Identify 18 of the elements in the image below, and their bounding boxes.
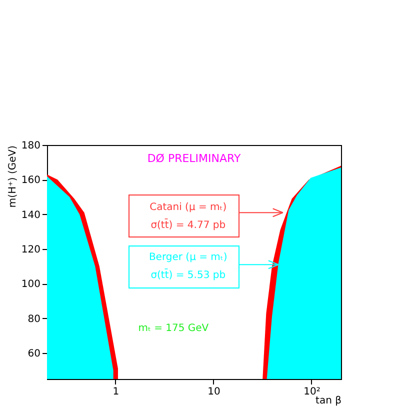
- y-tick-label: 100: [21, 279, 40, 290]
- annotation: mₜ = 175 GeV: [138, 323, 209, 334]
- annotation: DØ PRELIMINARY: [147, 152, 241, 165]
- y-tick-label: 80: [28, 314, 40, 325]
- x-tick-label: 10: [208, 386, 220, 398]
- annotation: σ(tt̄) = 4.77 pb: [150, 218, 226, 231]
- x-tick-label: 1: [112, 386, 120, 398]
- x-axis-title: tan β: [316, 396, 342, 406]
- annotation: σ(tt̄) = 5.53 pb: [150, 268, 226, 281]
- x-tick-label: 10²: [304, 386, 320, 398]
- y-tick-label: 120: [21, 244, 40, 256]
- annotation: Berger (μ = mₜ): [148, 252, 228, 263]
- y-axis-title: m(H⁺) (GeV): [7, 145, 18, 208]
- y-tick-label: 60: [28, 348, 40, 360]
- y-tick-label: 180: [21, 140, 40, 152]
- y-tick-label: 140: [21, 210, 40, 221]
- annotation: Catani (μ = mₜ): [150, 202, 227, 213]
- y-tick-label: 160: [21, 175, 40, 186]
